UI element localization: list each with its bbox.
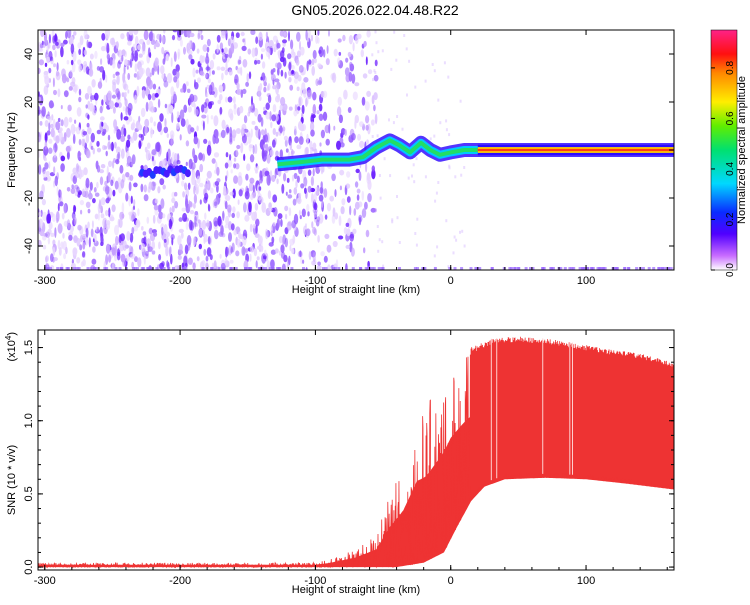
- figure-title: GN05.2026.022.04.48.R22: [291, 2, 459, 18]
- snr-xtick-label: -200: [169, 575, 191, 587]
- strong-line-peak: [477, 148, 674, 152]
- spectrogram-ytick-label: 40: [23, 48, 35, 60]
- spectrogram-xtick-label: -300: [34, 275, 56, 287]
- spectrogram-plot-area: [38, 30, 674, 270]
- spectrogram-ytick-label: 0: [23, 147, 35, 153]
- blob-feature: [139, 164, 191, 179]
- snr-panel: -300 -200 -100 0 100 0.0 0.5 1.0 1.5 Height of s…: [4, 329, 675, 596]
- colorbar-tick-label: 0.2: [725, 212, 736, 226]
- snr-plot-area: [38, 336, 674, 569]
- spectrogram-ytick-label: -40: [23, 238, 35, 254]
- spectrogram-xtick-label: 100: [577, 275, 595, 287]
- colorbar-ticks: 0.0 0.2 0.4 0.6 0.8: [711, 61, 736, 277]
- colorbar-gradient: [710, 29, 738, 271]
- colorbar: 0.0 0.2 0.4 0.6 0.8 Normalized spectral ampl…: [710, 29, 748, 277]
- spectrogram-ytick-label: -20: [23, 190, 35, 206]
- snr-xtick-label: -100: [304, 575, 326, 587]
- colorbar-tick-label: 0.6: [725, 111, 736, 125]
- snr-series: [38, 336, 674, 569]
- colorbar-tick-label: 0.4: [725, 162, 736, 176]
- spectrogram-image: [38, 30, 674, 270]
- snr-ytick-label: 1.0: [23, 413, 35, 428]
- snr-trace: [38, 336, 674, 569]
- spectrogram-xtick-label: 0: [448, 275, 454, 287]
- colorbar-tick-label: 0.8: [725, 61, 736, 75]
- snr-multiplier-base: (x10: [6, 340, 18, 361]
- spectrogram-xtick-label: -100: [304, 275, 326, 287]
- colorbar-label: Normalized spectral amplitude: [736, 76, 748, 224]
- spectrogram-x-label: Height of straight line (km): [292, 284, 420, 296]
- spectrogram-y-label: Frequency (Hz): [6, 112, 18, 188]
- signal-trace: [276, 133, 674, 172]
- snr-y-multiplier: (x104): [4, 332, 18, 362]
- snr-multiplier-close: ): [6, 332, 18, 336]
- noise-field: [38, 30, 674, 270]
- snr-xtick-label: -300: [34, 575, 56, 587]
- snr-ytick-label: 1.5: [23, 340, 35, 355]
- snr-x-label: Height of straight line (km): [292, 584, 420, 596]
- snr-ticks: -300 -200 -100 0 100 0.0 0.5 1.0 1.5: [23, 330, 674, 587]
- snr-xtick-label: 0: [448, 575, 454, 587]
- colorbar-tick-label: 0.0: [725, 263, 736, 277]
- spectrogram-ytick-label: 20: [23, 96, 35, 108]
- snr-y-label: SNR (10 * v/v): [6, 445, 18, 515]
- spectrogram-xtick-label: -200: [169, 275, 191, 287]
- snr-xtick-label: 100: [577, 575, 595, 587]
- snr-ytick-label: 0.0: [23, 559, 35, 574]
- snr-multiplier-exponent: 4: [4, 335, 13, 340]
- snr-ytick-label: 0.5: [23, 486, 35, 501]
